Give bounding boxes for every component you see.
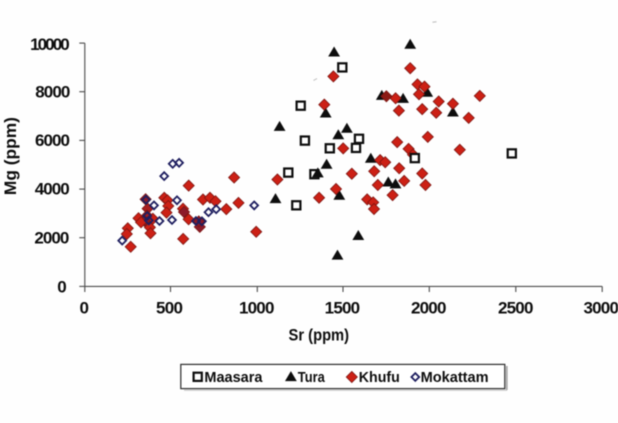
svg-text:3000: 3000	[583, 298, 618, 317]
svg-text:500: 500	[156, 298, 183, 317]
svg-text:Tura: Tura	[298, 370, 326, 386]
svg-text:0: 0	[57, 278, 66, 297]
svg-text:6000: 6000	[35, 131, 70, 150]
svg-text:1000: 1000	[239, 298, 275, 317]
svg-text:1500: 1500	[325, 298, 361, 317]
svg-text:Sr (ppm): Sr (ppm)	[289, 325, 350, 344]
svg-text:0: 0	[79, 298, 88, 317]
svg-text:Maasara: Maasara	[204, 370, 263, 386]
svg-text:2000: 2000	[411, 298, 447, 317]
svg-text:Mokattam: Mokattam	[421, 370, 489, 386]
svg-text:2500: 2500	[498, 298, 534, 317]
svg-text:8000: 8000	[35, 83, 70, 102]
svg-text:Khufu: Khufu	[359, 370, 400, 386]
svg-text:10000: 10000	[30, 35, 70, 54]
svg-text:2000: 2000	[34, 228, 69, 247]
svg-text:4000: 4000	[35, 180, 70, 199]
svg-text:Mg (ppm): Mg (ppm)	[1, 117, 20, 195]
